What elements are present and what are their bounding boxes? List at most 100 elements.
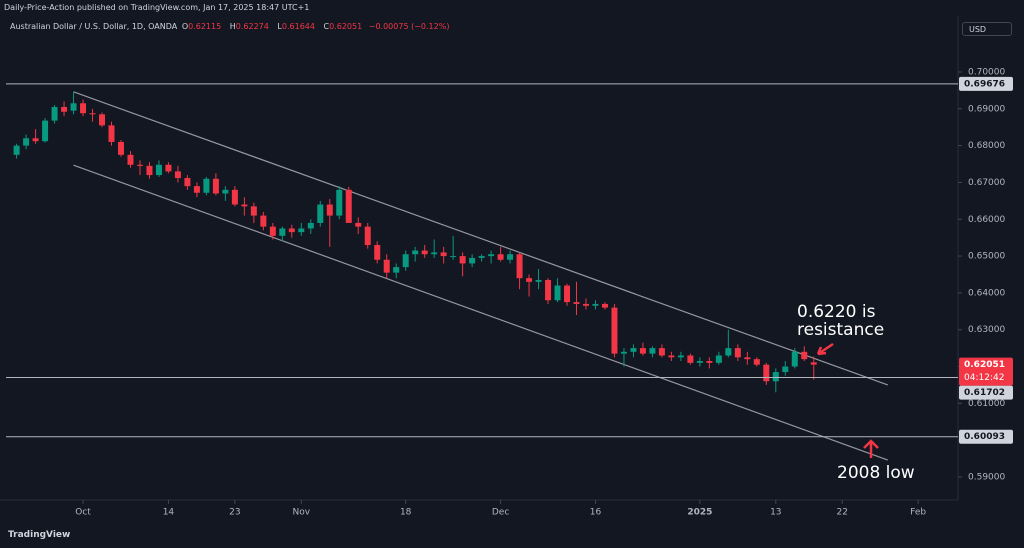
candle-body	[374, 245, 381, 260]
y-tick-label: 0.70000	[968, 67, 1005, 77]
candle-body	[601, 303, 608, 308]
candle-body	[99, 114, 106, 126]
candle-body	[668, 355, 675, 358]
y-tick-label: 0.69000	[968, 104, 1005, 114]
x-tick-label: Dec	[492, 508, 509, 518]
candle-body	[763, 364, 770, 382]
candle-body	[706, 361, 713, 363]
candle-body	[383, 259, 390, 273]
x-tick-label: Nov	[293, 508, 311, 518]
candle-body	[649, 348, 656, 354]
candle-body	[696, 361, 703, 363]
annotation-text: 2008 low	[837, 463, 915, 483]
candle-body	[478, 256, 485, 258]
annotation-arrow	[863, 439, 879, 458]
candle-body	[146, 165, 153, 176]
candle-body	[117, 141, 124, 155]
candle-body	[725, 348, 732, 356]
candle-body	[279, 228, 286, 236]
y-tick-label: 0.67000	[968, 178, 1005, 188]
candle-body	[715, 355, 722, 363]
candle-body	[469, 257, 476, 264]
candle-body	[535, 280, 542, 282]
last-price-label: 0.62051	[964, 360, 1005, 370]
candle-body	[592, 303, 599, 306]
candle-body	[620, 351, 627, 354]
price-label: 0.69676	[964, 79, 1005, 89]
ohlc-value: 0.62051	[329, 22, 363, 31]
x-tick-label: 16	[590, 508, 602, 518]
candle-body	[61, 106, 68, 112]
candle-body	[155, 164, 162, 176]
candle-body	[250, 206, 257, 216]
candle-body	[526, 278, 533, 282]
candle-body	[782, 366, 789, 373]
candle-body	[13, 145, 20, 155]
candle-body	[136, 164, 143, 166]
candle-body	[51, 106, 58, 121]
candle-body	[23, 138, 30, 146]
annotation-text: 0.6220 is	[797, 302, 876, 322]
candle-body	[639, 348, 646, 354]
candle-body	[402, 254, 409, 268]
x-tick-label: 23	[229, 508, 240, 518]
candle-body	[80, 103, 87, 114]
candle-body	[677, 355, 684, 358]
candle-body	[231, 189, 238, 205]
candle-body	[734, 348, 741, 358]
x-tick-label: 13	[770, 508, 781, 518]
candle-body	[440, 252, 447, 257]
candle-body	[744, 357, 751, 360]
candle-body	[127, 154, 134, 165]
currency-button[interactable]: USD	[962, 22, 1012, 36]
candle-body	[516, 254, 523, 279]
countdown: 04:12:42	[964, 373, 1004, 383]
price-label: 0.60093	[964, 432, 1005, 442]
y-tick-label: 0.65000	[968, 252, 1005, 262]
candle-body	[421, 250, 428, 255]
candle-body	[203, 178, 210, 193]
candle-body	[288, 228, 295, 233]
ohlc-value: 0.62274	[235, 22, 269, 31]
candle-body	[450, 256, 457, 258]
x-tick-label: 2025	[687, 508, 712, 518]
candle-body	[326, 204, 333, 216]
y-tick-label: 0.59000	[968, 472, 1005, 482]
price-label: 0.61702	[964, 388, 1005, 398]
candle-body	[431, 252, 438, 255]
annotation-arrow	[816, 342, 834, 356]
ohlc-key: L	[277, 22, 282, 31]
candle-body	[355, 222, 362, 227]
candle-body	[753, 359, 760, 365]
candle-body	[412, 250, 419, 255]
x-tick-label: 18	[400, 508, 412, 518]
candle-body	[42, 120, 49, 142]
symbol-title: Australian Dollar / U.S. Dollar, 1D, OAN…	[10, 22, 178, 31]
candle-body	[108, 125, 115, 142]
price-label-box	[959, 429, 1013, 444]
legend: Australian Dollar / U.S. Dollar, 1D, OAN…	[10, 22, 453, 31]
marks: 0.70000 0.69000 0.68000 0.67000 0.66000 0.650…	[6, 67, 1013, 518]
candle-body	[260, 215, 267, 227]
candle-body	[241, 204, 248, 207]
candle-body	[32, 138, 39, 142]
price-label-box	[959, 385, 1013, 400]
x-tick-label: Feb	[910, 508, 926, 518]
x-tick-label: 22	[836, 508, 847, 518]
price-label-box	[959, 76, 1013, 91]
channel-line	[73, 164, 888, 461]
candle-body	[364, 226, 371, 246]
candle-body	[658, 348, 665, 356]
x-tick-label: Oct	[75, 508, 91, 518]
y-tick-label: 0.61000	[968, 399, 1005, 409]
candle-body	[630, 348, 637, 352]
y-tick-label: 0.64000	[968, 288, 1005, 298]
candle-body	[336, 189, 343, 216]
candle-body	[193, 186, 200, 193]
change: −0.00075 (−0.12%)	[368, 22, 450, 31]
candle-body	[791, 351, 798, 367]
candle-body	[222, 189, 229, 194]
